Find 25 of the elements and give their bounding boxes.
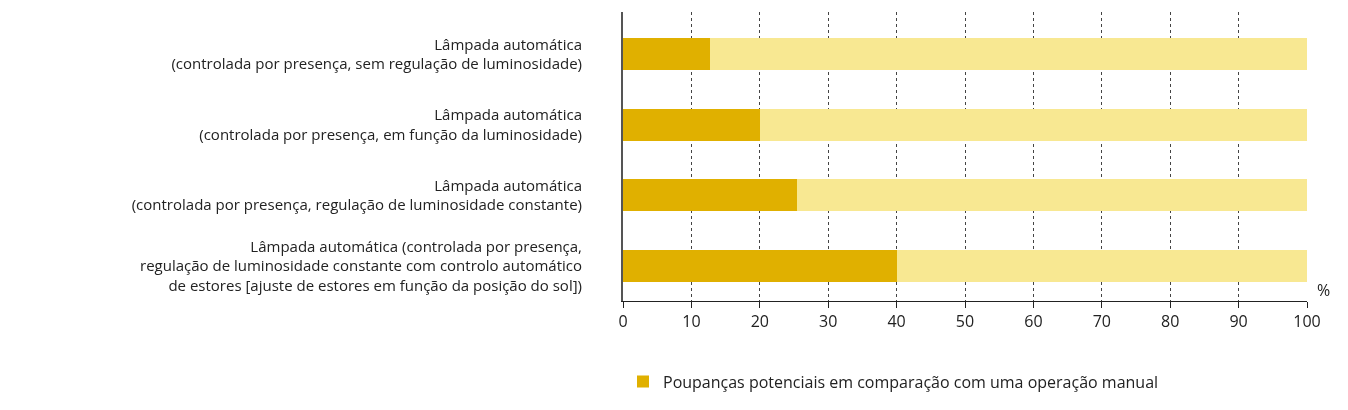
bar [623, 249, 897, 282]
legend-label: Poupanças potenciais em comparação com uma operação manual [663, 370, 1159, 393]
y-tick-label: Lâmpada automática (controlada por presença, em função da luminosidade) [199, 104, 582, 144]
x-tick-label: 100 [1293, 310, 1321, 333]
x-tick-label: 60 [1024, 310, 1043, 333]
x-tick-label: 90 [1229, 310, 1248, 333]
y-tick-label: Lâmpada automática (controlada por presença, regulação de luminosidade constante) [131, 174, 582, 215]
bar [797, 179, 1307, 212]
x-tick-label: 80 [1161, 310, 1180, 333]
bar [759, 108, 1307, 141]
bar [623, 38, 710, 71]
bar [623, 108, 760, 141]
x-tick-label: 20 [750, 310, 769, 333]
x-axis-title: % [1317, 279, 1331, 301]
bar [896, 249, 1307, 282]
x-tick-label: 10 [682, 310, 701, 333]
x-tick-label: 70 [1092, 310, 1111, 333]
y-tick-label: Lâmpada automática (controlada por presença, regulação de luminosidade constante com controlo automático de estores [ajuste de estores em função da posição do sol]) [140, 235, 582, 295]
x-tick-label: 30 [819, 310, 838, 333]
x-tick-label: 0 [618, 310, 628, 333]
bar [623, 179, 798, 212]
x-tick-label: 40 [887, 310, 906, 333]
y-tick-label: Lâmpada automática (controlada por presença, sem regulação de luminosidade) [171, 33, 582, 74]
bar [709, 38, 1307, 71]
x-tick-label: 50 [955, 310, 975, 333]
